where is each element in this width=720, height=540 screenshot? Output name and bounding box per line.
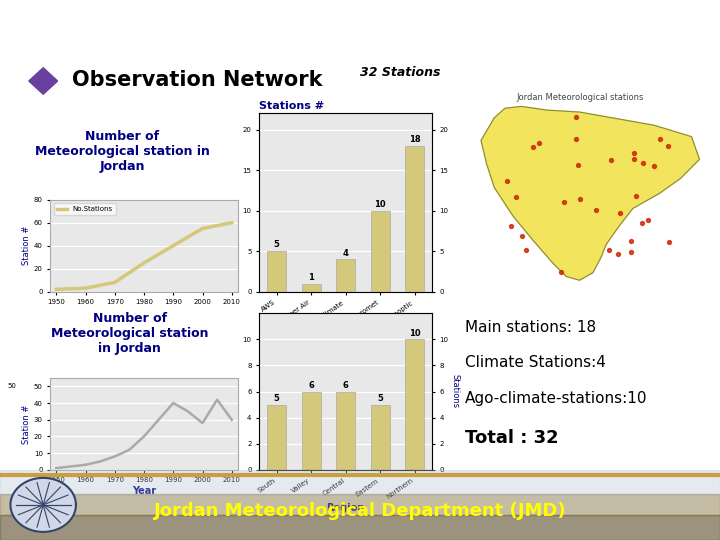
Point	[628, 148, 639, 157]
Text: 4: 4	[343, 248, 348, 258]
No.Stations	[52, 286, 60, 293]
Point	[534, 139, 545, 148]
X-axis label: Region: Region	[326, 503, 365, 513]
Text: Climate Stations:4: Climate Stations:4	[465, 355, 606, 370]
Point	[558, 198, 570, 207]
Bar	[0, 470, 720, 495]
Y-axis label: Station #: Station #	[22, 226, 31, 265]
Title: Jordan Meteorological stations: Jordan Meteorological stations	[516, 93, 643, 102]
Line: No.Stations: No.Stations	[56, 222, 232, 289]
Bar	[405, 339, 424, 470]
No.Stations	[81, 285, 90, 292]
X-axis label: Station Type: Station Type	[311, 326, 380, 336]
Point	[571, 134, 582, 143]
Point	[572, 161, 583, 170]
Text: Jordan Meteorological Department (JMD): Jordan Meteorological Department (JMD)	[153, 502, 567, 519]
No.Stations	[169, 242, 178, 249]
Point	[663, 238, 675, 247]
Bar	[371, 404, 390, 470]
Point	[615, 209, 626, 218]
Point	[662, 142, 673, 151]
Text: 10: 10	[374, 200, 386, 209]
Polygon shape	[481, 106, 699, 280]
Point	[516, 232, 528, 240]
Point	[502, 177, 513, 186]
Text: 1: 1	[308, 273, 314, 282]
Text: Total : 32: Total : 32	[465, 429, 559, 447]
Point	[555, 267, 567, 276]
Text: 5: 5	[274, 240, 279, 249]
Bar	[336, 259, 355, 292]
Bar	[371, 211, 390, 292]
Text: 5: 5	[274, 394, 279, 403]
Point	[590, 206, 601, 215]
Bar	[302, 392, 320, 470]
Point	[570, 113, 582, 122]
Y-axis label: Stations: Stations	[451, 374, 460, 409]
Text: 10: 10	[409, 329, 420, 338]
No.Stations	[110, 279, 119, 286]
Point	[575, 194, 586, 203]
Text: 6: 6	[343, 381, 348, 390]
Text: Main stations: 18: Main stations: 18	[465, 320, 596, 335]
Text: Stations #: Stations #	[259, 101, 324, 111]
Point	[636, 218, 648, 227]
Point	[649, 161, 660, 170]
Bar	[336, 392, 355, 470]
Polygon shape	[29, 68, 58, 94]
Text: 50: 50	[8, 383, 17, 389]
Point	[606, 156, 617, 165]
Point	[505, 222, 516, 231]
Bar	[0, 495, 720, 515]
Point	[629, 155, 640, 164]
Text: 6: 6	[308, 381, 314, 390]
Point	[521, 246, 532, 254]
Bar	[405, 146, 424, 292]
Point	[612, 250, 624, 259]
Point	[603, 246, 615, 254]
Text: Number of
Meteorological station in
Jordan: Number of Meteorological station in Jord…	[35, 130, 210, 173]
Bar	[0, 515, 720, 540]
Polygon shape	[11, 478, 76, 532]
Text: JMD Operational components: JMD Operational components	[154, 19, 566, 43]
Point	[637, 159, 649, 167]
No.Stations	[228, 219, 236, 226]
Bar	[267, 251, 286, 292]
Text: 18: 18	[409, 135, 420, 144]
Text: Ago-climate-stations:10: Ago-climate-stations:10	[465, 391, 647, 406]
Point	[528, 143, 539, 152]
Bar	[302, 284, 320, 292]
Text: Observation Network: Observation Network	[72, 70, 323, 90]
Text: 32 Stations: 32 Stations	[360, 66, 441, 79]
Point	[654, 134, 666, 143]
Text: Number of
Meteorological station
in Jordan: Number of Meteorological station in Jord…	[51, 312, 208, 355]
Point	[642, 216, 654, 225]
Point	[625, 237, 636, 245]
Text: 5: 5	[377, 394, 383, 403]
No.Stations	[198, 225, 207, 232]
Bar	[267, 404, 286, 470]
No.Stations	[140, 260, 148, 266]
Point	[626, 247, 637, 256]
Legend: No.Stations: No.Stations	[54, 203, 115, 215]
X-axis label: Year: Year	[132, 486, 156, 496]
Y-axis label: Station #: Station #	[22, 404, 31, 443]
Point	[510, 193, 522, 201]
Point	[630, 192, 642, 200]
